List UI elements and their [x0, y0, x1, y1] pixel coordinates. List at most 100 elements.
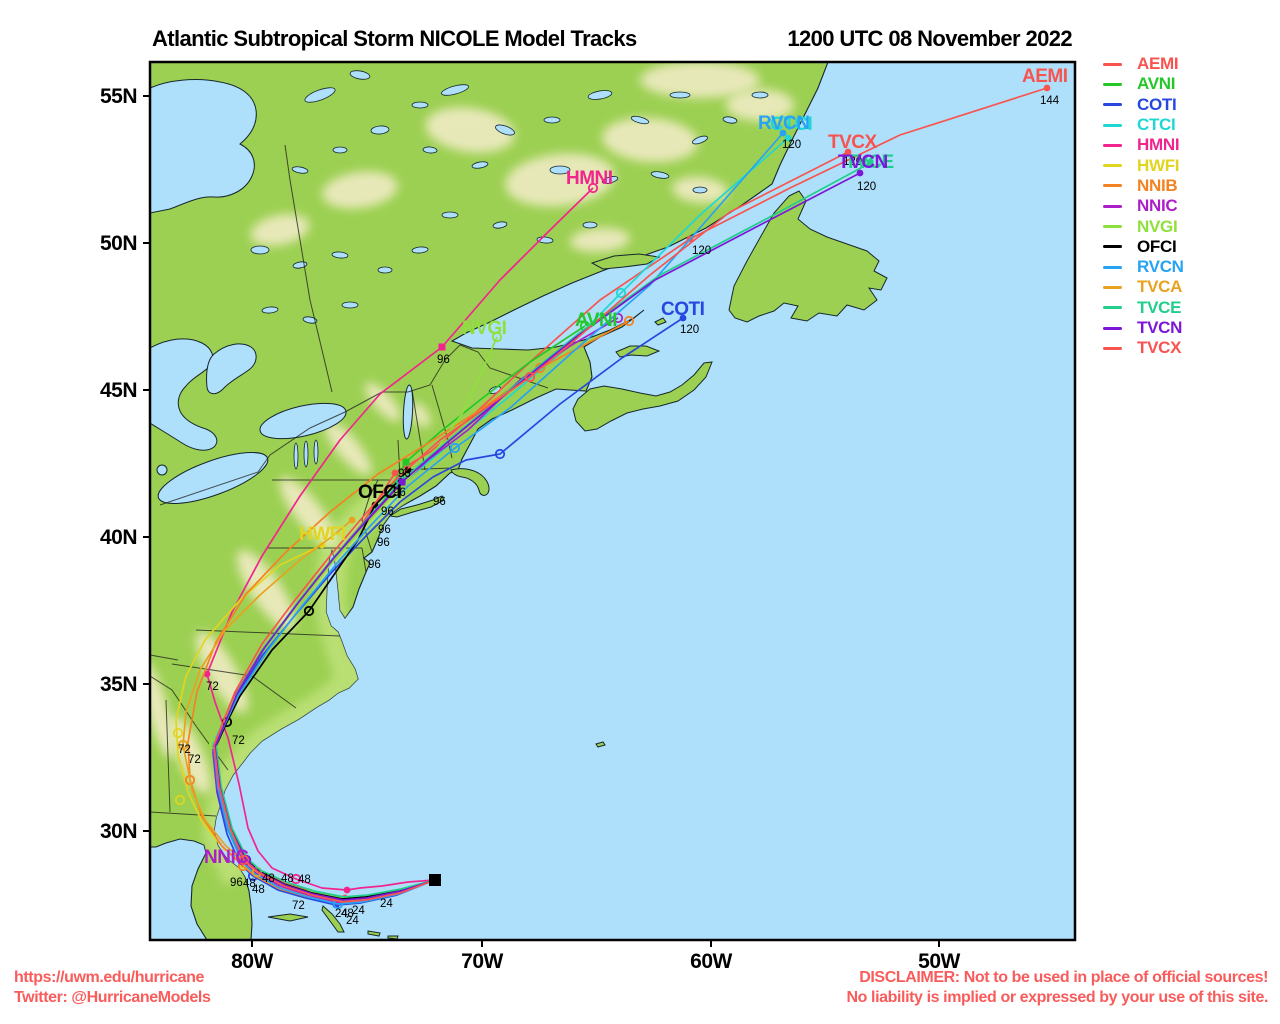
model-label-HMNI: HMNI	[566, 168, 613, 189]
x-tick-80W: 80W	[231, 950, 273, 973]
legend-label: TVCN	[1137, 318, 1183, 337]
legend-dash-icon	[1103, 285, 1122, 289]
model-label-TVCX: TVCX	[828, 132, 878, 153]
hour-label: 120	[782, 139, 801, 151]
hour-label: 72	[178, 744, 191, 756]
track-point-marker	[371, 501, 379, 509]
hour-label: 120	[843, 156, 862, 168]
hour-label: 96	[437, 354, 450, 366]
hour-label: 96	[230, 877, 243, 889]
hour-label: 96	[368, 559, 381, 571]
model-label-OFCI: OFCI	[358, 482, 402, 503]
legend-item-CTCI: CTCI	[1103, 115, 1184, 135]
track-point-marker	[856, 169, 864, 177]
hour-label: 96	[377, 537, 390, 549]
track-point-marker	[398, 478, 406, 486]
legend-label: NNIB	[1137, 175, 1178, 195]
hour-label: 96	[398, 468, 411, 480]
track-point-marker	[844, 148, 852, 156]
legend-label: RVCN	[1137, 257, 1184, 277]
model-label-AEMI: AEMI	[1022, 66, 1068, 87]
footer: https://uwm.edu/hurricane Twitter: @Hurr…	[0, 968, 1280, 1008]
disclaimer-line2: No liability is implied or expressed by …	[846, 989, 1268, 1006]
track-point-marker	[779, 129, 787, 137]
legend-label: NNIC	[1137, 196, 1178, 216]
hour-label: 96	[393, 487, 406, 499]
legend-dash-icon	[1103, 245, 1122, 249]
map-frame	[148, 60, 1077, 942]
legend-item-TVCN: TVCN	[1103, 318, 1184, 338]
island-11	[654, 317, 667, 326]
lake-huron	[150, 338, 218, 451]
hour-label: 24	[352, 905, 365, 917]
track-point-marker	[174, 794, 186, 806]
legend-item-HMNI: HMNI	[1103, 135, 1184, 155]
model-label-COTI: COTI	[661, 299, 705, 320]
track-TVCX	[213, 148, 852, 903]
site-url: https://uwm.edu/hurricane	[14, 969, 205, 986]
hour-label: 72	[188, 754, 201, 766]
track-point-marker	[679, 314, 687, 322]
georgian-bay	[206, 343, 257, 395]
legend-dash-icon	[1103, 82, 1122, 86]
legend-label: CTCI	[1137, 115, 1176, 135]
legend-item-HWFI: HWFI	[1103, 155, 1184, 175]
legend-item-TVCA: TVCA	[1103, 277, 1184, 297]
hour-label: 72	[206, 681, 219, 693]
model-legend: AEMI AVNI COTI CTCI HMNI HWFI NNIB NNIC NVGI OFCI…	[1103, 54, 1184, 358]
hour-label: 24	[346, 915, 359, 927]
legend-dash-icon	[1103, 143, 1122, 147]
legend-label: OFCI	[1137, 236, 1177, 256]
track-point-marker	[177, 739, 189, 751]
island-8	[367, 930, 381, 937]
legend-item-OFCI: OFCI	[1103, 237, 1184, 257]
track-point-marker	[615, 287, 627, 299]
track-point-marker	[438, 343, 446, 351]
track-HMNI	[203, 182, 599, 894]
legend-label: NVGI	[1137, 216, 1178, 236]
hour-label: 144	[1040, 95, 1060, 107]
legend-dash-icon	[1103, 62, 1122, 66]
datetime-title: 1200 UTC 08 November 2022	[787, 26, 1072, 51]
track-point-marker	[348, 516, 356, 524]
track-point-marker	[404, 466, 412, 474]
island-0	[572, 361, 713, 432]
legend-label: AVNI	[1137, 74, 1176, 94]
hour-label: 120	[857, 181, 876, 193]
hour-label: 24	[380, 898, 393, 910]
legend-item-AEMI: AEMI	[1103, 54, 1184, 74]
legend-dash-icon	[1103, 164, 1122, 168]
hour-label: 48	[341, 908, 354, 920]
legend-dash-icon	[1103, 306, 1122, 310]
track-point-marker	[494, 448, 506, 460]
hour-label: 120	[692, 245, 711, 257]
lake-champlain	[402, 384, 414, 440]
x-tick-50W: 50W	[918, 950, 960, 973]
x-tick-60W: 60W	[690, 950, 732, 973]
model-label-TVCN: TVCN	[838, 152, 888, 173]
model-label-RVCN: RVCN	[758, 113, 810, 134]
track-point-marker	[784, 134, 792, 142]
y-tick-45N: 45N	[100, 379, 137, 402]
legend-item-NNIC: NNIC	[1103, 196, 1184, 216]
legend-item-TVCX: TVCX	[1103, 338, 1184, 358]
model-label-NNIC: NNIC	[204, 847, 249, 868]
legend-label: COTI	[1137, 94, 1177, 114]
track-point-marker	[623, 315, 635, 327]
track-point-marker	[238, 854, 250, 866]
legend-item-AVNI: AVNI	[1103, 74, 1184, 94]
track-point-marker	[866, 159, 874, 167]
x-tick-70W: 70W	[461, 950, 503, 973]
legend-label: TVCA	[1137, 277, 1183, 297]
track-point-marker	[1043, 84, 1051, 92]
hour-label: 48	[298, 874, 311, 886]
island-10	[595, 741, 606, 748]
track-point-marker	[402, 458, 410, 466]
y-tick-40N: 40N	[100, 526, 137, 549]
legend-dash-icon	[1103, 346, 1122, 350]
legend-dash-icon	[1103, 103, 1122, 107]
hour-label: 48	[262, 873, 275, 885]
legend-label: HWFI	[1137, 155, 1180, 175]
